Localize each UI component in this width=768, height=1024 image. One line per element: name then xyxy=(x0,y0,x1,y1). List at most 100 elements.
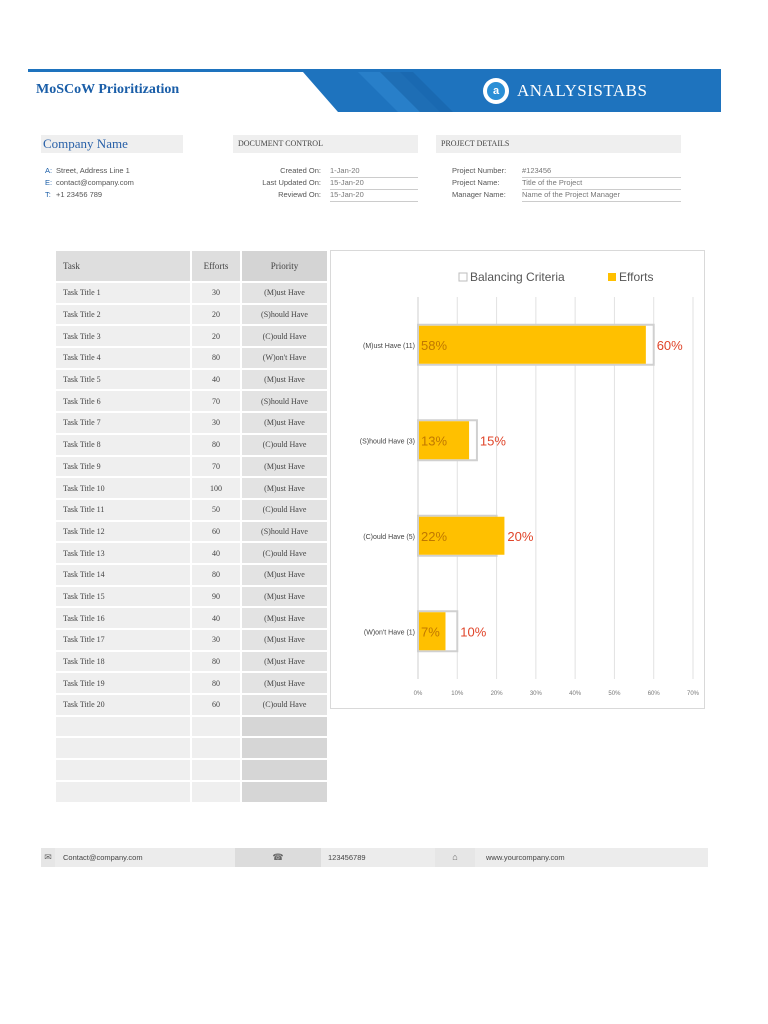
company-email: E: contact@company.com xyxy=(45,178,134,187)
task-cell[interactable]: Task Title 8 xyxy=(56,434,190,455)
efforts-cell[interactable]: 40 xyxy=(190,543,240,563)
task-cell[interactable]: Task Title 7 xyxy=(56,413,190,433)
task-cell[interactable]: Task Title 17 xyxy=(56,630,190,650)
priority-cell[interactable]: (S)hould Have xyxy=(240,391,327,412)
efforts-cell[interactable]: 20 xyxy=(190,304,240,325)
efforts-cell[interactable]: 90 xyxy=(190,586,240,607)
priority-cell[interactable]: (M)ust Have xyxy=(240,651,327,672)
priority-cell[interactable]: (C)ould Have xyxy=(240,499,327,520)
priority-cell[interactable]: (C)ould Have xyxy=(240,695,327,715)
efforts-cell[interactable]: 80 xyxy=(190,348,240,368)
efforts-cell[interactable]: 30 xyxy=(190,630,240,650)
table-row: Task Title 7 30 (M)ust Have xyxy=(56,413,327,433)
balancing-data-label: 60% xyxy=(657,338,683,353)
task-cell[interactable]: Task Title 20 xyxy=(56,695,190,715)
efforts-cell[interactable]: 30 xyxy=(190,413,240,433)
task-cell[interactable]: Task Title 5 xyxy=(56,369,190,390)
category-label: (M)ust Have (11) xyxy=(363,343,415,350)
priority-cell[interactable] xyxy=(240,781,327,802)
x-tick-label: 10% xyxy=(451,691,464,697)
task-cell[interactable]: Task Title 9 xyxy=(56,456,190,477)
table-row xyxy=(56,760,327,780)
task-cell[interactable]: Task Title 13 xyxy=(56,543,190,563)
efforts-cell[interactable]: 100 xyxy=(190,478,240,498)
priority-cell[interactable]: (C)ould Have xyxy=(240,543,327,563)
task-cell[interactable]: Task Title 19 xyxy=(56,673,190,694)
efforts-cell[interactable] xyxy=(190,716,240,737)
x-tick-label: 30% xyxy=(530,691,543,697)
priority-cell[interactable]: (S)hould Have xyxy=(240,304,327,325)
priority-cell[interactable]: (M)ust Have xyxy=(240,283,327,303)
x-tick-label: 70% xyxy=(687,691,700,697)
priority-cell[interactable] xyxy=(240,738,327,759)
task-cell[interactable]: Task Title 14 xyxy=(56,564,190,585)
priority-cell[interactable]: (M)ust Have xyxy=(240,369,327,390)
efforts-cell[interactable] xyxy=(190,738,240,759)
task-cell[interactable]: Task Title 10 xyxy=(56,478,190,498)
priority-cell[interactable]: (M)ust Have xyxy=(240,608,327,628)
brand-logo-icon: a xyxy=(483,78,509,104)
task-cell[interactable] xyxy=(56,781,190,802)
efforts-cell[interactable]: 70 xyxy=(190,391,240,412)
task-cell[interactable] xyxy=(56,760,190,780)
efforts-cell[interactable]: 40 xyxy=(190,369,240,390)
table-row xyxy=(56,781,327,802)
priority-cell[interactable]: (M)ust Have xyxy=(240,564,327,585)
header-background xyxy=(303,72,721,112)
table-row: Task Title 6 70 (S)hould Have xyxy=(56,391,327,412)
reviewed-value[interactable]: 15-Jan-20 xyxy=(330,190,418,202)
task-cell[interactable]: Task Title 12 xyxy=(56,521,190,542)
priority-cell[interactable]: (W)on't Have xyxy=(240,348,327,368)
efforts-cell[interactable] xyxy=(190,760,240,780)
priority-cell[interactable]: (M)ust Have xyxy=(240,586,327,607)
efforts-cell[interactable]: 20 xyxy=(190,326,240,347)
task-cell[interactable]: Task Title 11 xyxy=(56,499,190,520)
priority-cell[interactable]: (M)ust Have xyxy=(240,456,327,477)
created-value[interactable]: 1-Jan-20 xyxy=(330,166,418,178)
efforts-cell[interactable]: 50 xyxy=(190,499,240,520)
x-tick-label: 0% xyxy=(414,691,423,697)
efforts-cell[interactable]: 60 xyxy=(190,695,240,715)
x-tick-label: 40% xyxy=(569,691,582,697)
efforts-cell[interactable]: 80 xyxy=(190,651,240,672)
task-cell[interactable]: Task Title 4 xyxy=(56,348,190,368)
efforts-cell[interactable]: 80 xyxy=(190,434,240,455)
priority-cell[interactable]: (S)hould Have xyxy=(240,521,327,542)
task-cell[interactable] xyxy=(56,716,190,737)
priority-cell[interactable]: (C)ould Have xyxy=(240,434,327,455)
task-cell[interactable]: Task Title 2 xyxy=(56,304,190,325)
priority-cell[interactable]: (M)ust Have xyxy=(240,673,327,694)
priority-cell[interactable]: (M)ust Have xyxy=(240,478,327,498)
efforts-cell[interactable]: 60 xyxy=(190,521,240,542)
footer-website[interactable]: www.yourcompany.com xyxy=(475,848,708,867)
efforts-cell[interactable]: 40 xyxy=(190,608,240,628)
footer-phone[interactable]: 123456789 xyxy=(321,848,442,867)
efforts-cell[interactable]: 80 xyxy=(190,564,240,585)
task-cell[interactable]: Task Title 15 xyxy=(56,586,190,607)
priority-cell[interactable] xyxy=(240,716,327,737)
priority-cell[interactable] xyxy=(240,760,327,780)
document-control-heading: DOCUMENT CONTROL xyxy=(233,135,418,153)
task-cell[interactable]: Task Title 3 xyxy=(56,326,190,347)
task-cell[interactable]: Task Title 1 xyxy=(56,283,190,303)
efforts-data-label: 58% xyxy=(421,338,447,353)
efforts-cell[interactable] xyxy=(190,781,240,802)
priority-cell[interactable]: (C)ould Have xyxy=(240,326,327,347)
task-cell[interactable]: Task Title 18 xyxy=(56,651,190,672)
priority-cell[interactable]: (M)ust Have xyxy=(240,413,327,433)
table-row: Task Title 8 80 (C)ould Have xyxy=(56,434,327,455)
x-tick-label: 60% xyxy=(648,691,661,697)
footer-email[interactable]: Contact@company.com xyxy=(55,848,243,867)
project-name-value[interactable]: Title of the Project xyxy=(522,178,681,190)
efforts-cell[interactable]: 30 xyxy=(190,283,240,303)
efforts-cell[interactable]: 80 xyxy=(190,673,240,694)
task-cell[interactable]: Task Title 6 xyxy=(56,391,190,412)
manager-name-value[interactable]: Name of the Project Manager xyxy=(522,190,681,202)
project-number-value[interactable]: #123456 xyxy=(522,166,681,178)
task-cell[interactable] xyxy=(56,738,190,759)
efforts-cell[interactable]: 70 xyxy=(190,456,240,477)
table-row xyxy=(56,738,327,759)
updated-value[interactable]: 15-Jan-20 xyxy=(330,178,418,190)
priority-cell[interactable]: (M)ust Have xyxy=(240,630,327,650)
task-cell[interactable]: Task Title 16 xyxy=(56,608,190,628)
